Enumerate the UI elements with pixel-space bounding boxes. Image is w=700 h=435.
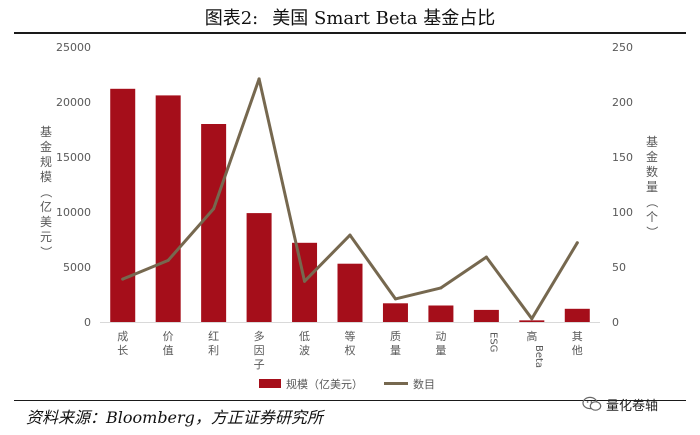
bar (110, 88, 136, 322)
right-tick-label: 100 (612, 206, 633, 219)
left-axis-title-char: （ (39, 186, 53, 198)
watermark-text: 量化卷轴 (606, 398, 659, 414)
category-label: 子 (254, 358, 265, 371)
right-axis-title-char: ） (645, 226, 659, 238)
right-tick-label: 50 (612, 261, 626, 274)
category-label: 其 (572, 330, 583, 343)
bar (246, 213, 272, 322)
bar (337, 263, 363, 322)
left-tick-label: 20000 (56, 96, 91, 109)
figure-label: 图表2: (204, 8, 259, 29)
right-axis-title-char: 基 (646, 135, 658, 149)
left-axis-title-char: 亿 (40, 199, 52, 214)
category-label: 等 (345, 329, 356, 343)
right-tick-label: 150 (612, 151, 633, 164)
wechat-icon (582, 396, 602, 411)
line-point (257, 77, 261, 81)
line-point (484, 255, 488, 259)
bar (201, 124, 227, 322)
line-point (212, 207, 216, 211)
category-label: 量 (435, 344, 446, 357)
chart-title: 图表2: 美国 Smart Beta 基金占比 (0, 4, 700, 30)
category-label: 权 (345, 344, 356, 357)
chart-area: 0 5000 10000 15000 20000 25000 0 50 100 150 200 250… (39, 41, 659, 391)
line-point (439, 286, 443, 290)
left-axis-title-char: 金 (40, 139, 52, 154)
category-label: 红 (208, 330, 219, 343)
title-rule (14, 32, 686, 34)
category-label: 利 (208, 344, 219, 357)
category-label: 值 (163, 344, 174, 357)
left-tick-label: 25000 (56, 41, 91, 54)
category-label: ESG (487, 332, 498, 352)
category-label: 质 (390, 330, 401, 343)
left-axis-title-char: 基 (40, 125, 52, 139)
left-axis-title-char: 规 (40, 154, 52, 169)
category-label: 波 (299, 344, 310, 357)
category-label: 成 (117, 330, 128, 343)
line-point (303, 279, 307, 283)
legend-label-line: 数目 (413, 378, 435, 391)
left-axis-title-char: ） (39, 246, 53, 258)
right-axis-title-char: 数 (646, 164, 658, 179)
line-point (530, 317, 534, 321)
bar (473, 309, 499, 322)
left-axis-title-char: 元 (40, 230, 52, 244)
category-label: 低 (299, 330, 310, 343)
figure-title: 美国 Smart Beta 基金占比 (272, 8, 496, 29)
line-point (348, 233, 352, 237)
legend-label-bar: 规模（亿美元） (286, 377, 363, 391)
line-point (393, 297, 397, 301)
bar (382, 303, 408, 322)
category-label: 长 (117, 344, 128, 357)
category-label: 价 (163, 330, 174, 343)
category-label: 量 (390, 344, 401, 357)
category-label: 高 (526, 329, 537, 343)
category-label: 多 (254, 329, 265, 343)
bar (519, 320, 545, 322)
left-axis-title-char: 模 (40, 170, 52, 184)
category-label: 他 (572, 344, 583, 357)
right-tick-label: 250 (612, 41, 633, 54)
source-rule (14, 400, 686, 401)
source-note: 资料来源：Bloomberg，方正证券研究所 (26, 408, 323, 427)
line-point (166, 258, 170, 262)
left-tick-label: 10000 (56, 206, 91, 219)
bar (155, 95, 181, 323)
left-axis-title-char: 美 (40, 215, 52, 229)
left-tick-label: 0 (84, 316, 91, 329)
category-label: Beta (533, 345, 544, 368)
category-label: 动 (435, 330, 446, 343)
right-axis-title-char: 个 (646, 210, 658, 224)
bar (428, 305, 454, 322)
right-tick-label: 0 (612, 316, 619, 329)
right-axis-title-char: 量 (646, 180, 658, 194)
watermark: 量化卷轴 (582, 393, 658, 415)
left-tick-label: 5000 (63, 261, 91, 274)
right-tick-label: 200 (612, 96, 633, 109)
line-point (121, 277, 125, 281)
line-point (575, 241, 579, 245)
bar (564, 308, 590, 322)
right-axis-title-char: 金 (646, 149, 658, 164)
left-tick-label: 15000 (56, 151, 91, 164)
right-axis-title-char: （ (645, 196, 659, 208)
legend-swatch-bar (259, 379, 281, 388)
category-label: 因 (254, 344, 265, 357)
